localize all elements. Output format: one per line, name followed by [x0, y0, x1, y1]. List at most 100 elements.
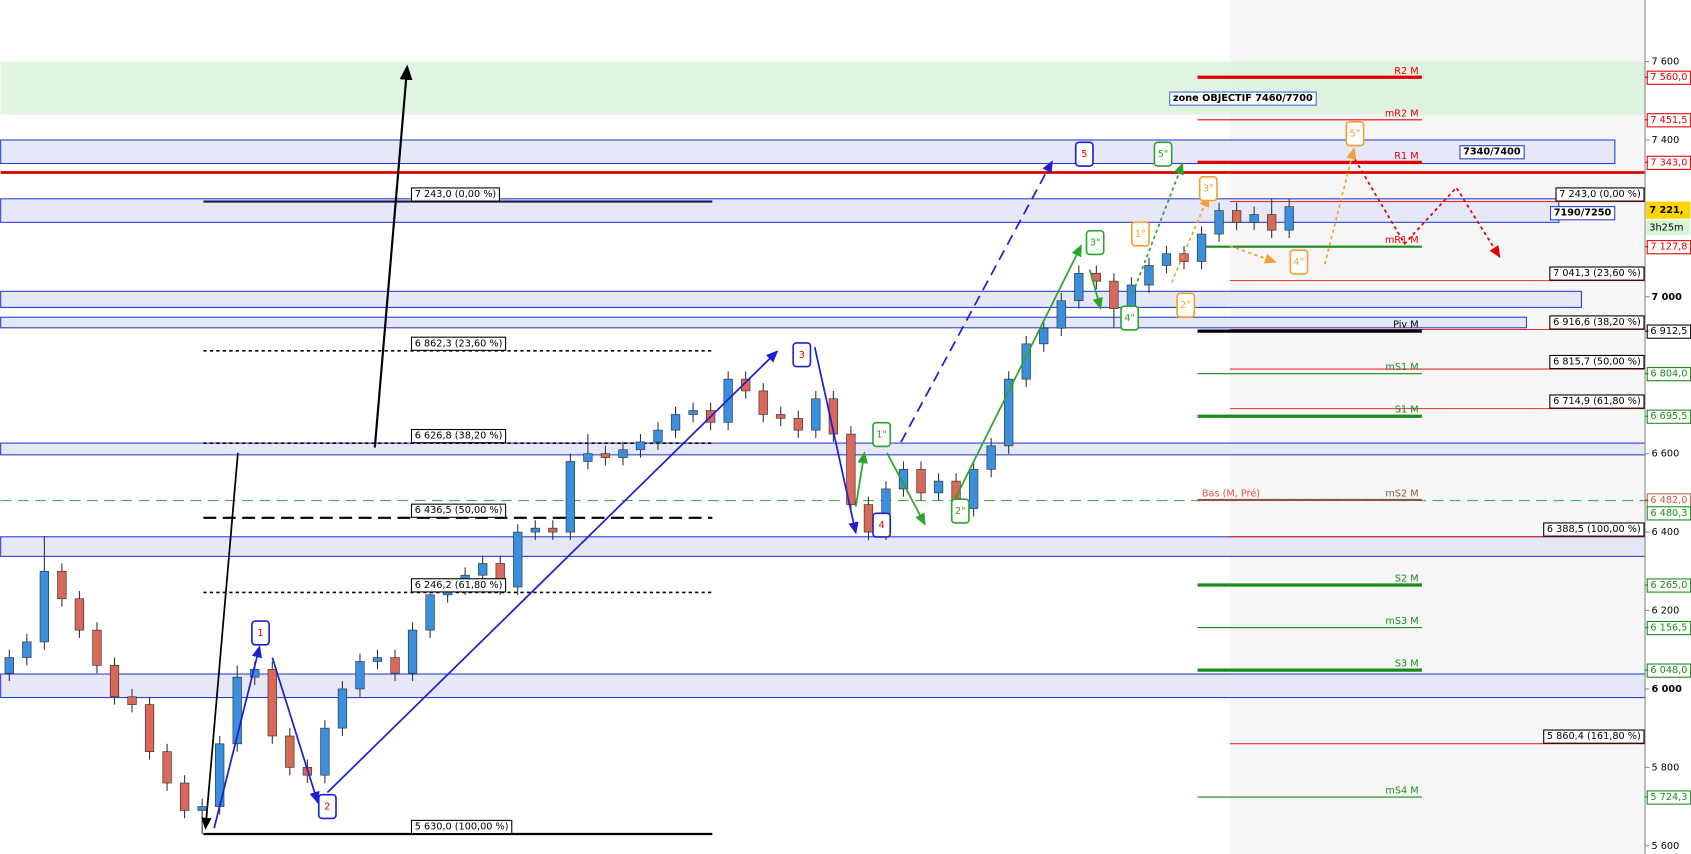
candle-body	[250, 668, 260, 678]
wave-box	[1120, 305, 1140, 331]
label-box	[1555, 187, 1645, 202]
candle-body	[618, 449, 628, 458]
candle-body	[653, 429, 663, 443]
wave-label: 3	[799, 350, 805, 361]
fib-label: 6 388,5 (100,00 %)	[1547, 524, 1641, 535]
fib-label: 6 436,5 (50,00 %)	[415, 505, 503, 516]
y-tick-label: 7 000	[1652, 292, 1683, 303]
candle-body	[179, 782, 190, 811]
label-box	[1549, 315, 1645, 330]
y-tick-label: 7 400	[1652, 135, 1680, 146]
candle-body	[1004, 378, 1014, 447]
price-label: 6 265,0	[1650, 580, 1687, 591]
zone	[0, 536, 1646, 557]
wave-label: 2"	[955, 506, 966, 517]
pivot-label: Piv M	[1393, 320, 1419, 331]
pivot-label: S3 M	[1395, 659, 1419, 670]
zone-label: 7340/7400	[1463, 147, 1521, 158]
candle-body	[4, 657, 14, 674]
candle-body	[1231, 210, 1242, 223]
pivot-label: R1 M	[1394, 151, 1418, 162]
candle-body	[811, 398, 821, 431]
wave-label: 5	[1081, 149, 1087, 160]
candle-body	[863, 504, 874, 533]
label-box	[1549, 206, 1616, 221]
wave-label: 2°	[1180, 300, 1191, 311]
label-box	[1549, 266, 1645, 281]
candle-body	[723, 378, 733, 423]
candle-body	[390, 657, 400, 674]
wave-label: 1	[257, 628, 263, 639]
candle-body	[1179, 253, 1189, 262]
candle-body	[162, 751, 172, 784]
price-label: 6 048,0	[1650, 665, 1687, 676]
pivot-label: mS3 M	[1385, 616, 1418, 627]
candle-body	[1056, 300, 1066, 329]
fib-label: 6 714,9 (61,80 %)	[1553, 396, 1641, 407]
candle-body	[1074, 272, 1084, 302]
candle-body	[670, 414, 681, 431]
candle-body	[425, 594, 435, 631]
wave-label: 4°	[1293, 257, 1304, 268]
candle-body	[565, 461, 575, 533]
y-tick-label: 5 800	[1652, 762, 1680, 773]
label-box	[410, 428, 507, 444]
y-tick-label: 7 600	[1652, 57, 1680, 68]
wave-box	[792, 342, 812, 368]
wave-arrows	[201, 64, 1501, 830]
candle-body	[635, 441, 646, 451]
y-tick-label: 5 600	[1652, 841, 1680, 852]
candle-body	[688, 410, 698, 415]
wave-box	[1085, 229, 1105, 256]
candle-body	[933, 480, 944, 494]
label-box	[410, 187, 500, 202]
pivot-label: mS2 M	[1385, 488, 1418, 499]
label-box	[1543, 729, 1645, 744]
price-label: 6 482,0	[1650, 495, 1687, 506]
wave-box	[1345, 121, 1365, 147]
wave-label: 4"	[1124, 313, 1135, 324]
price-label: 7 560,0	[1650, 72, 1687, 83]
candle-body	[197, 806, 207, 811]
future-area	[1229, 0, 1646, 854]
candle-body	[898, 469, 909, 490]
label-box	[1169, 91, 1317, 106]
candle-body	[372, 657, 383, 662]
candle-body	[916, 469, 926, 494]
candle-body	[1196, 233, 1207, 262]
pivot-label: S1 M	[1395, 405, 1419, 416]
candle-body	[267, 668, 277, 737]
pivot-label: S2 M	[1395, 574, 1419, 585]
wave-box	[872, 421, 892, 448]
label-box	[410, 336, 507, 351]
candle-body	[92, 629, 102, 666]
wave-box	[872, 512, 892, 538]
candle-body	[1109, 280, 1119, 309]
price-label: 6 480,3	[1650, 508, 1687, 519]
candle-body	[1214, 210, 1224, 235]
price-label: 7 451,5	[1650, 115, 1687, 126]
wave-box	[950, 498, 970, 524]
wave-label: 2	[324, 802, 330, 813]
wave-label: 5°	[1349, 129, 1360, 140]
zone	[0, 290, 1582, 308]
target-zone	[0, 61, 1646, 115]
candle-body	[355, 661, 365, 690]
candles	[4, 198, 1294, 835]
candle-body	[57, 570, 67, 600]
y-tick-label: 6 400	[1652, 527, 1680, 538]
candle-body	[337, 688, 348, 729]
y-tick-label: 6 600	[1652, 449, 1680, 460]
price-label: 5 724,3	[1650, 792, 1687, 803]
y-tick-label: 6 200	[1652, 606, 1680, 617]
candle-body	[530, 527, 540, 533]
candle-body	[109, 665, 120, 698]
zone	[0, 316, 1527, 329]
current-price-box	[1646, 201, 1691, 219]
candle-body	[22, 641, 32, 658]
fib-label: 7 243,0 (0,00 %)	[1559, 189, 1640, 200]
zone-label: 7190/7250	[1554, 208, 1612, 219]
wave-box	[1153, 141, 1173, 167]
label-box	[1459, 145, 1525, 160]
